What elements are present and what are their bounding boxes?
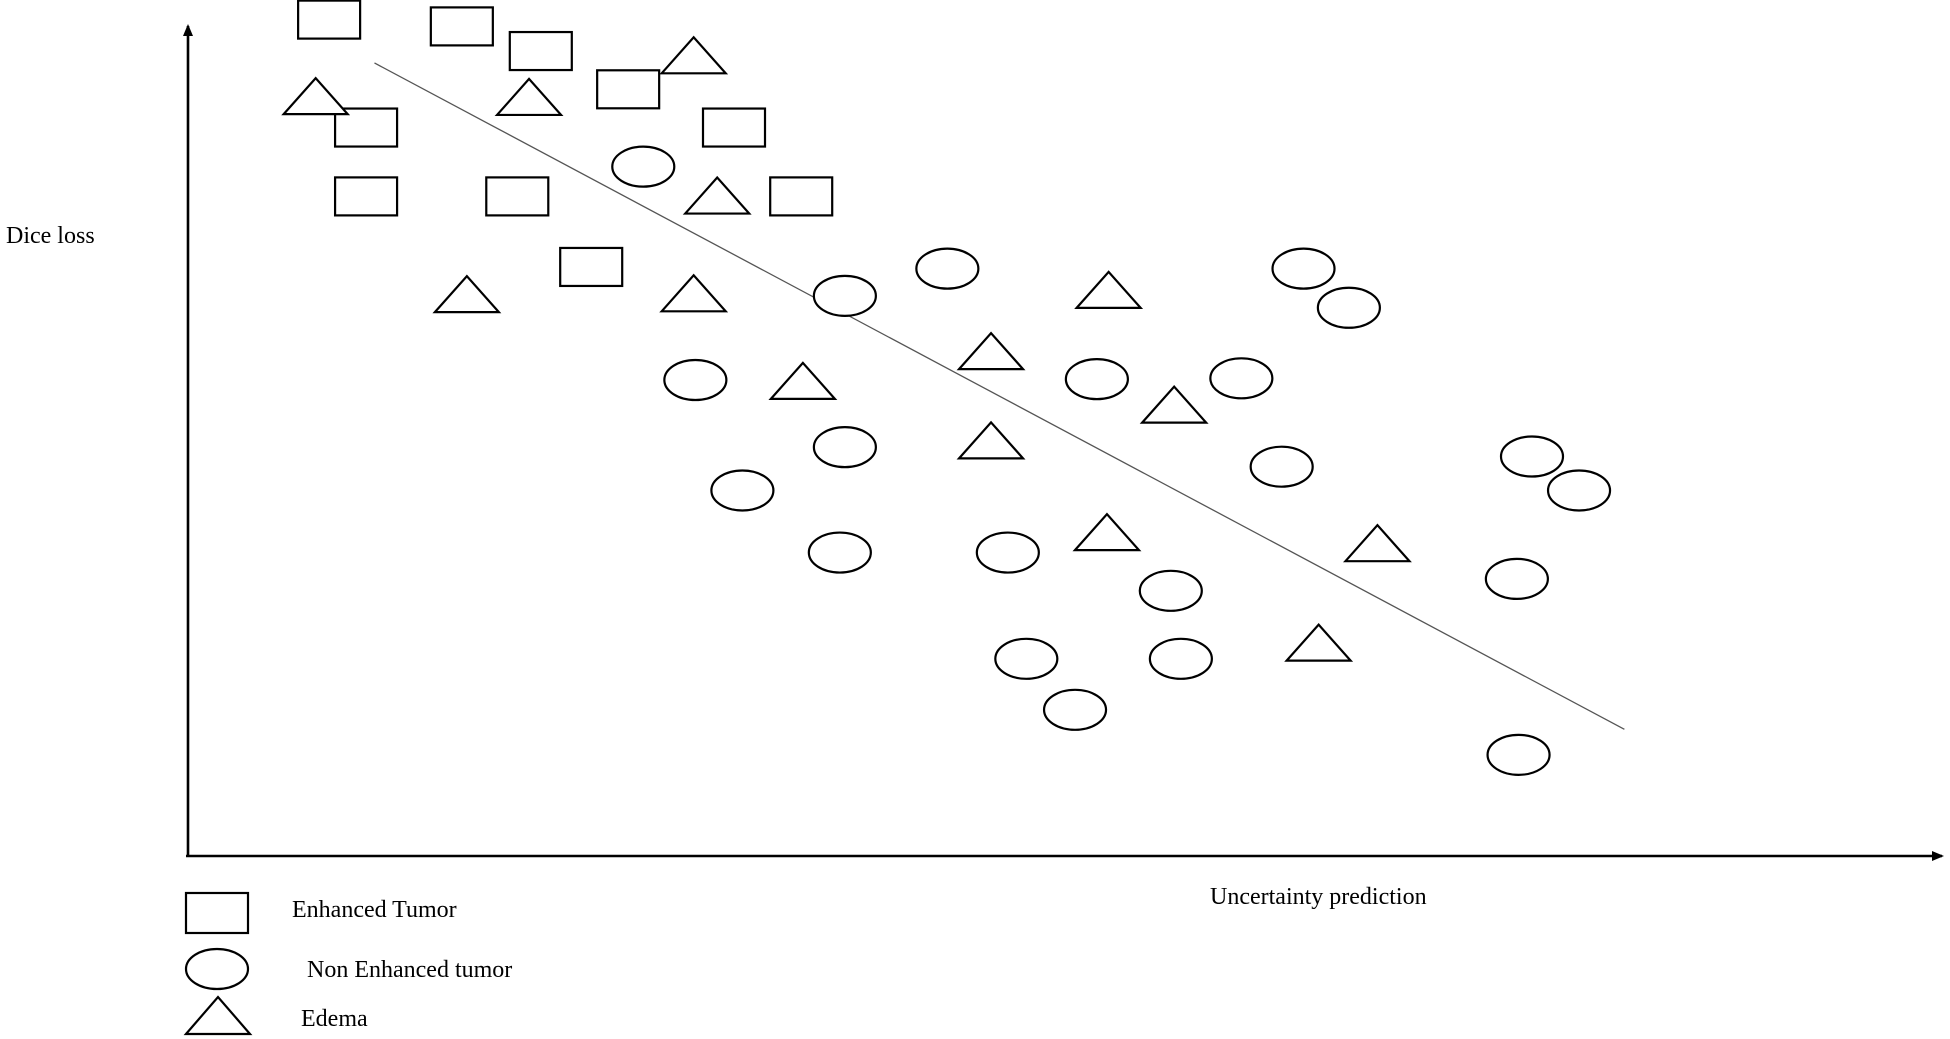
edema-point bbox=[1342, 523, 1412, 563]
non-enhanced-tumor-point bbox=[1064, 358, 1129, 401]
edema-point bbox=[1072, 512, 1142, 552]
non-enhanced-tumor-point bbox=[994, 637, 1059, 680]
non-enhanced-tumor-point bbox=[975, 531, 1040, 574]
non-enhanced-tumor-point bbox=[1486, 733, 1551, 776]
enhanced-tumor-point bbox=[769, 176, 834, 217]
edema-point bbox=[659, 273, 729, 313]
non-enhanced-tumor-point bbox=[812, 274, 877, 317]
non-enhanced-tumor-point bbox=[1148, 637, 1213, 680]
enhanced-tumor-point bbox=[701, 107, 767, 148]
enhanced-tumor-point bbox=[508, 30, 573, 72]
non-enhanced-tumor-point bbox=[1316, 286, 1381, 329]
edema-point bbox=[956, 420, 1026, 460]
non-enhanced-tumor-point bbox=[663, 358, 728, 402]
non-enhanced-tumor-point bbox=[1271, 247, 1336, 290]
enhanced-tumor-point bbox=[333, 176, 399, 217]
edema-point bbox=[281, 76, 351, 116]
non-enhanced-tumor-point bbox=[611, 145, 676, 188]
edema-point bbox=[956, 331, 1026, 371]
edema-point bbox=[1139, 384, 1209, 424]
enhanced-tumor-point bbox=[297, 0, 362, 40]
edema-point bbox=[432, 274, 502, 314]
enhanced-tumor-point bbox=[596, 69, 661, 110]
non-enhanced-tumor-point bbox=[1249, 445, 1314, 488]
non-enhanced-tumor-point bbox=[915, 247, 980, 290]
enhanced-tumor-point bbox=[559, 246, 624, 288]
non-enhanced-tumor-point bbox=[1209, 357, 1274, 400]
non-enhanced-tumor-point bbox=[1484, 557, 1549, 601]
plot-area bbox=[281, 0, 1625, 776]
non-enhanced-tumor-point bbox=[1138, 569, 1203, 612]
non-enhanced-tumor-point bbox=[812, 426, 877, 469]
legend: Enhanced Tumor Non Enhanced tumor Edema bbox=[183, 891, 512, 1036]
trend-line bbox=[374, 62, 1625, 730]
edema-point bbox=[494, 77, 564, 117]
legend-triangle-icon bbox=[183, 995, 253, 1036]
x-axis-label: Uncertainty prediction bbox=[1210, 884, 1427, 910]
legend-square-icon bbox=[184, 891, 250, 935]
edema-point bbox=[1074, 270, 1144, 309]
edema-point bbox=[682, 175, 752, 215]
legend-circle-icon bbox=[184, 947, 250, 991]
y-axis-label: Dice loss bbox=[6, 223, 95, 249]
non-enhanced-tumor-point bbox=[1499, 435, 1565, 478]
non-enhanced-tumor-point bbox=[1546, 469, 1612, 512]
non-enhanced-tumor-point bbox=[710, 469, 775, 512]
non-enhanced-tumor-point bbox=[807, 531, 872, 574]
non-enhanced-tumor-point bbox=[1042, 688, 1108, 731]
legend-label-enhanced-tumor: Enhanced Tumor bbox=[292, 897, 457, 923]
edema-point bbox=[1284, 622, 1354, 662]
edema-point bbox=[768, 361, 838, 400]
legend-label-non-enhanced-tumor: Non Enhanced tumor bbox=[307, 957, 512, 983]
enhanced-tumor-point bbox=[429, 6, 494, 47]
enhanced-tumor-point bbox=[485, 176, 550, 217]
edema-point bbox=[659, 35, 729, 75]
legend-label-edema: Edema bbox=[301, 1006, 368, 1032]
